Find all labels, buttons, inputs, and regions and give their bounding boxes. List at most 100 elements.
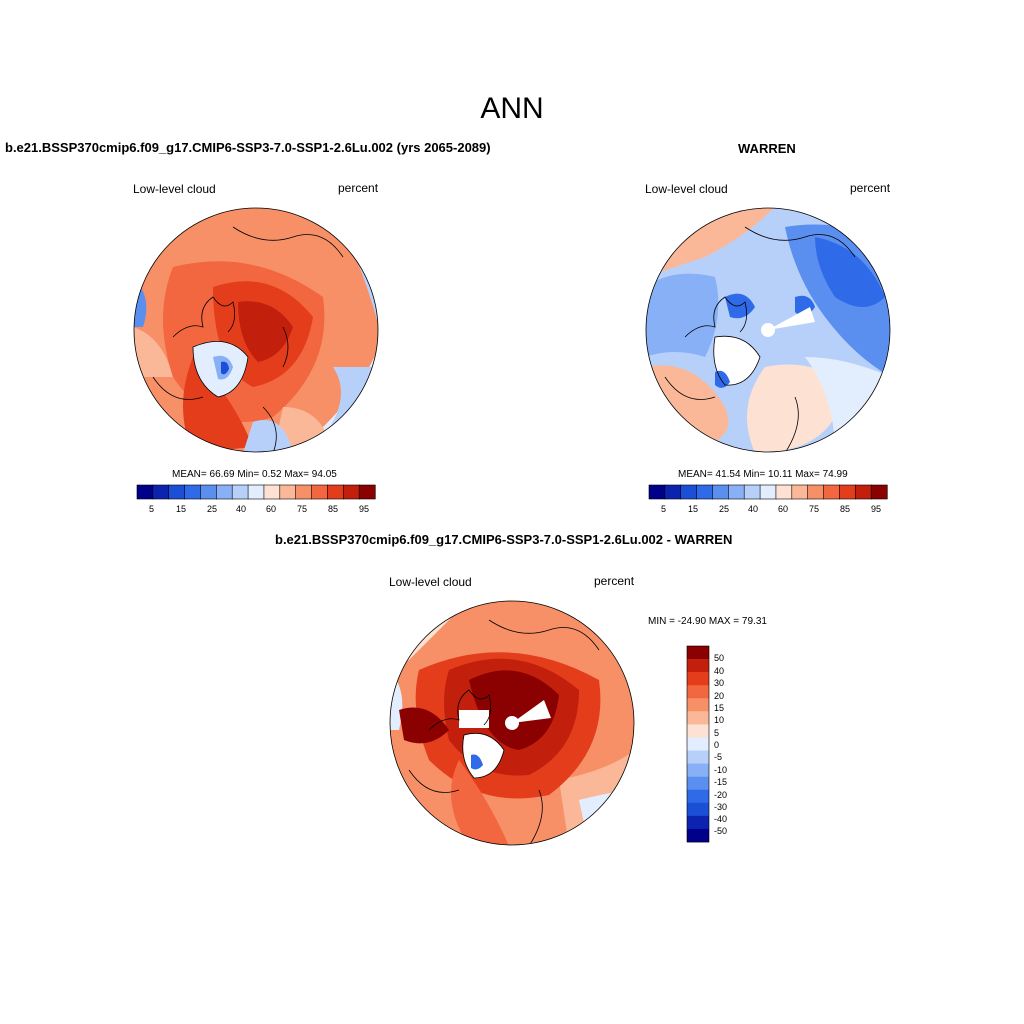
colorbar-swatch [247,484,265,500]
colorbar-swatch [687,711,709,725]
panel-model-units: percent [338,181,379,195]
panel-diff-colorbar-label: -50 [714,826,728,836]
panel-model-colorbar-label: 75 [297,504,308,514]
panel-diff-map [389,600,635,846]
panel-obs-colorbar-label: 95 [871,504,882,514]
panel-obs-stats: MEAN= 41.54 Min= 10.11 Max= 74.99 [678,469,848,480]
colorbar-swatch [687,685,709,699]
colorbar-swatch [687,659,709,673]
panel-obs-map-border [645,207,891,453]
panel-diff-colorbar-label: 10 [714,715,725,725]
colorbar-swatch [687,672,709,686]
panel-obs-colorbar [648,484,888,500]
colorbar-swatch [168,484,186,500]
panel-diff-coastlines [408,619,600,845]
colorbar-swatch [696,484,714,500]
panel-model-map [133,207,379,453]
colorbar-swatch [184,484,202,500]
panel-diff-colorbar-label: -30 [714,802,728,812]
colorbar-swatch [664,484,682,500]
panel-obs-colorbar-label: 15 [688,504,699,514]
panel-model-coastlines [152,226,344,452]
panel-diff-colorbar-label: 30 [714,678,725,688]
panel-model-title: b.e21.BSSP370cmip6.f09_g17.CMIP6-SSP3-7.… [5,140,491,155]
colorbar-swatch [839,484,856,500]
colorbar-swatch [870,484,888,500]
panel-obs-colorbar-label: 5 [661,504,667,514]
panel-obs-colorbar-label: 25 [719,504,730,514]
panel-diff-colorbar-label: -15 [714,777,728,787]
colorbar-swatch [807,484,825,500]
colorbar-swatch [152,484,170,500]
colorbar-swatch [263,484,281,500]
colorbar-swatch [854,484,872,500]
colorbar-swatch [680,484,698,500]
colorbar-swatch [327,484,344,500]
panel-diff-colorbar-label: 5 [714,728,720,738]
panel-diff-title: b.e21.BSSP370cmip6.f09_g17.CMIP6-SSP3-7.… [275,532,733,547]
panel-model-colorbar-label: 40 [236,504,247,514]
panel-model-map-border [133,207,379,453]
panel-obs-coastlines [664,226,856,452]
panel-diff-colorbar-label: -10 [714,765,728,775]
panel-model-colorbar-label: 60 [266,504,277,514]
panel-diff-variable: Low-level cloud [389,575,472,589]
colorbar-swatch [823,484,840,500]
colorbar-swatch [712,484,729,500]
panel-diff-colorbar-label: 0 [714,740,720,750]
colorbar-swatch [200,484,217,500]
panel-obs-map [645,207,891,453]
main-title: ANN [480,92,544,125]
colorbar-swatch [311,484,328,500]
panel-model-colorbar-label: 25 [207,504,218,514]
colorbar-swatch [358,484,376,500]
colorbar-swatch [279,484,297,500]
panel-diff-map-border [389,600,635,846]
panel-diff-colorbar-label: 15 [714,703,725,713]
panel-obs-variable: Low-level cloud [645,182,728,196]
colorbar-swatch [342,484,360,500]
panel-obs-colorbar-label: 85 [840,504,851,514]
colorbar-swatch [728,484,745,500]
colorbar-swatch [775,484,793,500]
panel-model-colorbar-label: 5 [149,504,155,514]
panel-diff-colorbar [686,645,710,843]
panel-diff-colorbar-label: 40 [714,666,725,676]
panel-obs-colorbar-label: 40 [748,504,759,514]
colorbar-swatch [687,646,709,660]
colorbar-swatch [216,484,233,500]
panel-obs-title: WARREN [738,141,796,156]
colorbar-border [686,645,710,843]
panel-model-colorbar [136,484,376,500]
colorbar-swatch [687,737,709,751]
panel-model-colorbar-label: 85 [328,504,339,514]
panel-diff-colorbar-label: -20 [714,790,728,800]
panel-diff-units: percent [594,574,635,588]
panel-obs-units: percent [850,181,891,195]
panel-diff-colorbar-label: -5 [714,752,723,762]
panel-diff-map-field [390,601,634,845]
colorbar-swatch [231,484,249,500]
panel-diff-stats: MIN = -24.90 MAX = 79.31 [648,616,767,627]
panel-diff-colorbar-label: -40 [714,814,728,824]
colorbar-swatch [136,484,154,500]
colorbar-swatch [687,789,709,804]
colorbar-swatch [687,698,709,712]
colorbar-swatch [791,484,809,500]
panel-model-colorbar-label: 95 [359,504,370,514]
colorbar-swatch [759,484,777,500]
panel-model-colorbar-label: 15 [176,504,187,514]
panel-model-stats: MEAN= 66.69 Min= 0.52 Max= 94.05 [172,469,337,480]
colorbar-swatch [687,763,709,777]
panel-obs-colorbar-label: 75 [809,504,820,514]
panel-obs-colorbar-label: 60 [778,504,789,514]
panel-model-variable: Low-level cloud [133,182,216,196]
colorbar-swatch [648,484,666,500]
colorbar-swatch [687,802,709,817]
colorbar-swatch [743,484,761,500]
colorbar-swatch [295,484,313,500]
panel-diff-colorbar-label: 50 [714,653,725,663]
panel-obs-map-field [646,208,890,452]
colorbar-swatch [687,724,709,738]
colorbar-swatch [687,750,709,764]
